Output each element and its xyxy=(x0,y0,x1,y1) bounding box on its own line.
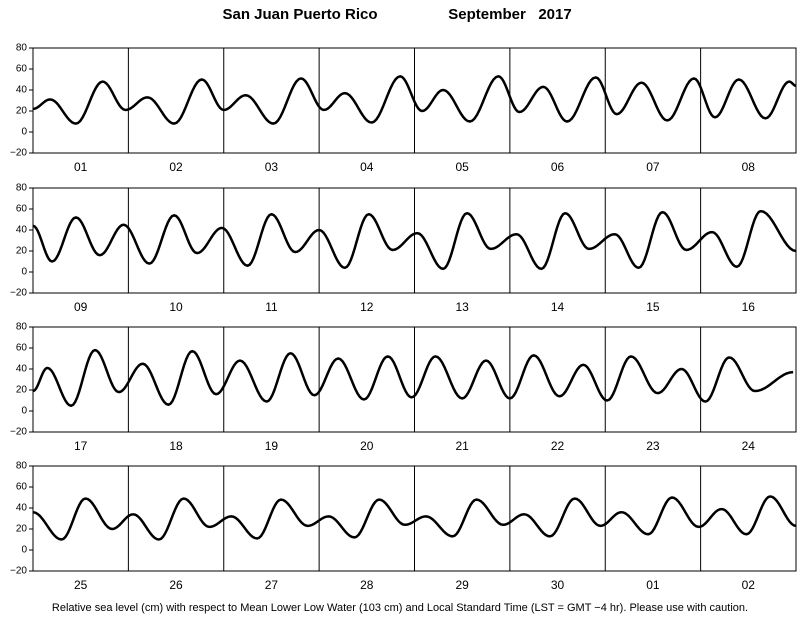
tide-curve xyxy=(32,209,797,271)
day-label: 11 xyxy=(265,300,278,314)
y-tick-label: −20 xyxy=(10,566,27,577)
y-tick-label: 60 xyxy=(16,64,28,75)
day-label: 25 xyxy=(74,578,88,592)
day-label: 30 xyxy=(551,578,565,592)
day-label: 06 xyxy=(551,160,565,174)
day-label: 17 xyxy=(74,439,88,453)
y-tick-label: 20 xyxy=(16,385,28,396)
y-tick-label: 40 xyxy=(16,85,28,96)
day-label: 20 xyxy=(360,439,374,453)
day-label: 29 xyxy=(456,578,470,592)
day-label: 09 xyxy=(74,300,88,314)
day-label: 01 xyxy=(646,578,660,592)
day-label: 21 xyxy=(456,439,470,453)
day-label: 24 xyxy=(742,439,756,453)
tide-curve xyxy=(32,495,797,541)
day-label: 04 xyxy=(360,160,374,174)
day-label: 10 xyxy=(169,300,183,314)
footer-note: Relative sea level (cm) with respect to … xyxy=(52,602,748,614)
y-tick-label: 0 xyxy=(21,406,27,417)
y-tick-label: 40 xyxy=(16,364,28,375)
day-label: 02 xyxy=(169,160,183,174)
day-label: 01 xyxy=(74,160,88,174)
day-label: 12 xyxy=(360,300,374,314)
day-label: 23 xyxy=(646,439,660,453)
date: September 2017 xyxy=(448,6,571,23)
day-label: 13 xyxy=(456,300,470,314)
y-tick-label: 0 xyxy=(21,127,27,138)
y-tick-label: −20 xyxy=(10,288,27,299)
y-tick-label: 80 xyxy=(16,322,28,333)
y-tick-label: 80 xyxy=(16,43,28,54)
day-label: 22 xyxy=(551,439,565,453)
y-tick-label: 80 xyxy=(16,461,28,472)
y-tick-label: 0 xyxy=(21,545,27,556)
day-label: 03 xyxy=(265,160,279,174)
day-label: 02 xyxy=(742,578,756,592)
day-label: 16 xyxy=(742,300,756,314)
day-label: 14 xyxy=(551,300,565,314)
y-tick-label: 40 xyxy=(16,225,28,236)
day-label: 26 xyxy=(169,578,183,592)
day-label: 15 xyxy=(646,300,660,314)
y-tick-label: 0 xyxy=(21,267,27,278)
y-tick-label: 40 xyxy=(16,503,28,514)
day-label: 08 xyxy=(742,160,756,174)
day-label: 05 xyxy=(456,160,470,174)
y-tick-label: 20 xyxy=(16,524,28,535)
y-tick-label: −20 xyxy=(10,427,27,438)
day-label: 27 xyxy=(265,578,279,592)
y-tick-label: 20 xyxy=(16,246,28,257)
day-label: 28 xyxy=(360,578,374,592)
y-tick-label: 80 xyxy=(16,183,28,194)
y-tick-label: 60 xyxy=(16,204,28,215)
tide-curve xyxy=(32,348,794,407)
day-label: 18 xyxy=(169,439,183,453)
day-label: 19 xyxy=(265,439,279,453)
y-tick-label: −20 xyxy=(10,148,27,159)
tide-curve xyxy=(32,75,797,125)
title: San Juan Puerto Rico xyxy=(222,6,377,23)
y-tick-label: 20 xyxy=(16,106,28,117)
y-tick-label: 60 xyxy=(16,343,28,354)
y-tick-label: 60 xyxy=(16,482,28,493)
day-label: 07 xyxy=(646,160,660,174)
